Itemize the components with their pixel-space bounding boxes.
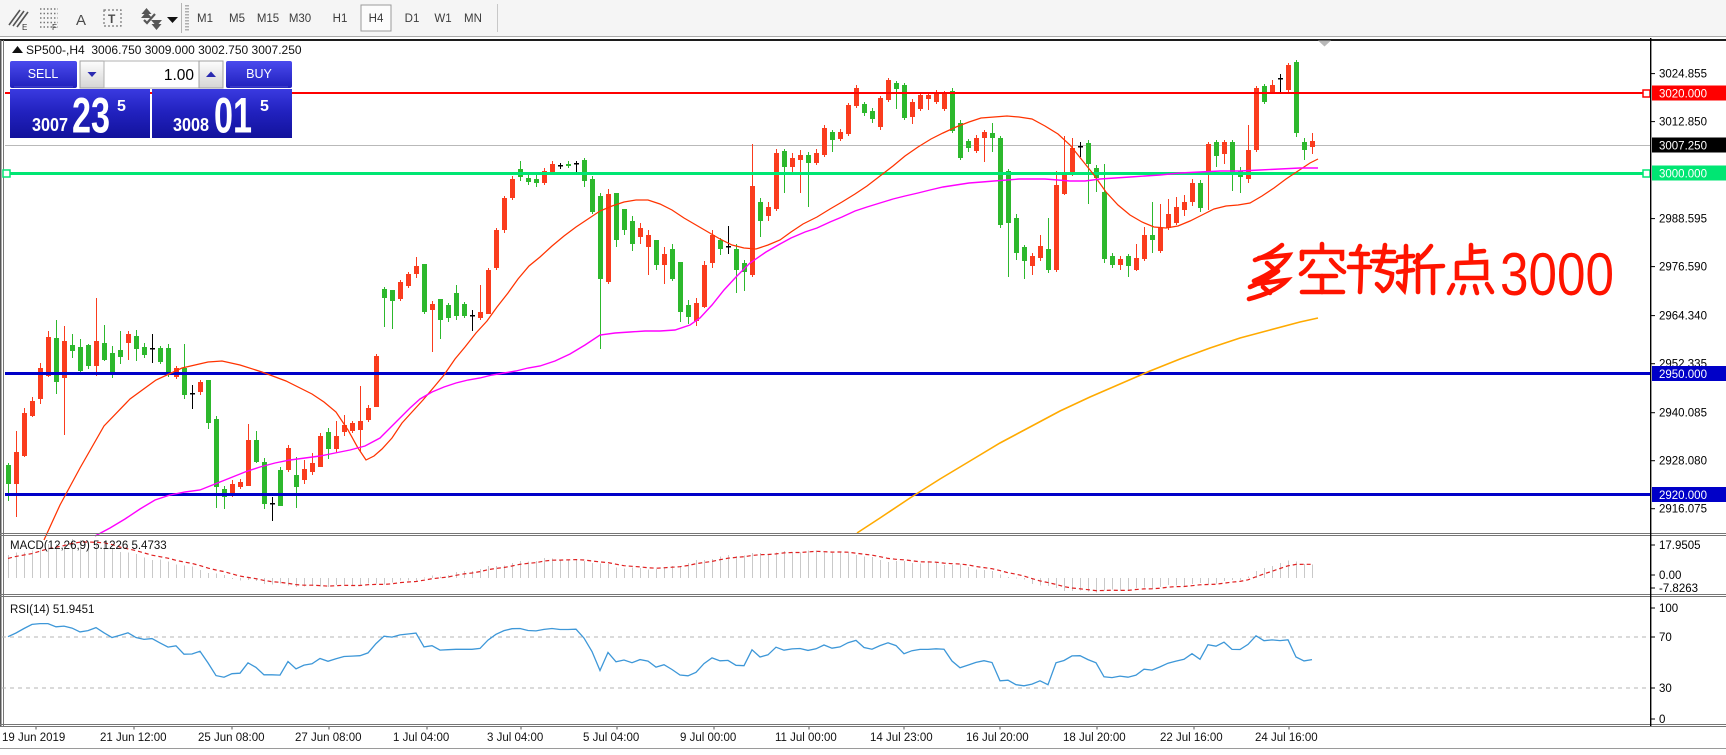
svg-text:17.9505: 17.9505 bbox=[1659, 540, 1701, 552]
svg-text:23: 23 bbox=[72, 88, 110, 144]
svg-text:H4: H4 bbox=[369, 13, 384, 25]
svg-text:0: 0 bbox=[1659, 714, 1665, 726]
svg-text:5: 5 bbox=[260, 98, 269, 115]
svg-text:A: A bbox=[76, 12, 86, 29]
svg-text:3 Jul 04:00: 3 Jul 04:00 bbox=[487, 732, 543, 744]
svg-text:22 Jul 16:00: 22 Jul 16:00 bbox=[1160, 732, 1223, 744]
svg-text:14 Jul 23:00: 14 Jul 23:00 bbox=[870, 732, 933, 744]
svg-text:18 Jul 20:00: 18 Jul 20:00 bbox=[1063, 732, 1126, 744]
svg-text:11 Jul 00:00: 11 Jul 00:00 bbox=[775, 732, 837, 744]
svg-text:1.00: 1.00 bbox=[164, 67, 195, 84]
svg-text:16 Jul 20:00: 16 Jul 20:00 bbox=[966, 732, 1029, 744]
svg-text:RSI(14) 51.9451: RSI(14) 51.9451 bbox=[10, 604, 94, 616]
svg-text:M1: M1 bbox=[197, 13, 213, 25]
svg-text:BUY: BUY bbox=[246, 67, 272, 81]
svg-text:3007.250: 3007.250 bbox=[1659, 141, 1707, 153]
svg-text:MN: MN bbox=[464, 13, 482, 25]
svg-text:T: T bbox=[108, 12, 116, 26]
svg-text:SP500-,H4 3006.750 3009.000 3: SP500-,H4 3006.750 3009.000 3002.750 300… bbox=[26, 43, 302, 57]
svg-text:0.00: 0.00 bbox=[1659, 570, 1681, 582]
svg-text:2988.595: 2988.595 bbox=[1659, 214, 1707, 226]
svg-text:19 Jun 2019: 19 Jun 2019 bbox=[2, 732, 65, 744]
svg-text:3024.855: 3024.855 bbox=[1659, 69, 1707, 81]
svg-text:2964.340: 2964.340 bbox=[1659, 311, 1707, 323]
svg-text:2976.590: 2976.590 bbox=[1659, 262, 1707, 274]
svg-text:1 Jul 04:00: 1 Jul 04:00 bbox=[393, 732, 449, 744]
svg-text:5: 5 bbox=[117, 98, 126, 115]
svg-text:5 Jul 04:00: 5 Jul 04:00 bbox=[583, 732, 639, 744]
svg-text:E: E bbox=[22, 23, 27, 32]
svg-text:D1: D1 bbox=[405, 13, 420, 25]
svg-text:M15: M15 bbox=[257, 13, 279, 25]
svg-text:25 Jun 08:00: 25 Jun 08:00 bbox=[198, 732, 265, 744]
svg-text:3007: 3007 bbox=[32, 114, 68, 135]
svg-text:2940.085: 2940.085 bbox=[1659, 408, 1707, 420]
svg-text:M30: M30 bbox=[289, 13, 311, 25]
svg-text:3008: 3008 bbox=[173, 114, 209, 135]
svg-text:21 Jun 12:00: 21 Jun 12:00 bbox=[100, 732, 167, 744]
svg-text:MACD(12,26,9) 5.1226 5.4733: MACD(12,26,9) 5.1226 5.4733 bbox=[10, 540, 167, 552]
svg-text:H1: H1 bbox=[333, 13, 348, 25]
svg-text:M5: M5 bbox=[229, 13, 245, 25]
svg-text:2950.000: 2950.000 bbox=[1659, 369, 1707, 381]
svg-text:W1: W1 bbox=[434, 13, 451, 25]
svg-text:3012.850: 3012.850 bbox=[1659, 117, 1707, 129]
svg-text:-7.8263: -7.8263 bbox=[1659, 583, 1698, 595]
svg-text:2916.075: 2916.075 bbox=[1659, 504, 1707, 516]
svg-text:24 Jul 16:00: 24 Jul 16:00 bbox=[1255, 732, 1318, 744]
svg-text:100: 100 bbox=[1659, 603, 1678, 615]
svg-text:01: 01 bbox=[214, 88, 252, 144]
svg-text:3000.000: 3000.000 bbox=[1659, 169, 1707, 181]
svg-text:70: 70 bbox=[1659, 632, 1672, 644]
svg-text:27 Jun 08:00: 27 Jun 08:00 bbox=[295, 732, 362, 744]
svg-text:3020.000: 3020.000 bbox=[1659, 89, 1707, 101]
svg-text:3000: 3000 bbox=[1500, 241, 1614, 308]
svg-text:SELL: SELL bbox=[28, 67, 59, 81]
svg-text:2928.080: 2928.080 bbox=[1659, 456, 1707, 468]
svg-text:30: 30 bbox=[1659, 683, 1672, 695]
svg-text:F: F bbox=[52, 23, 57, 32]
svg-text:9 Jul 00:00: 9 Jul 00:00 bbox=[680, 732, 736, 744]
svg-text:2920.000: 2920.000 bbox=[1659, 490, 1707, 502]
